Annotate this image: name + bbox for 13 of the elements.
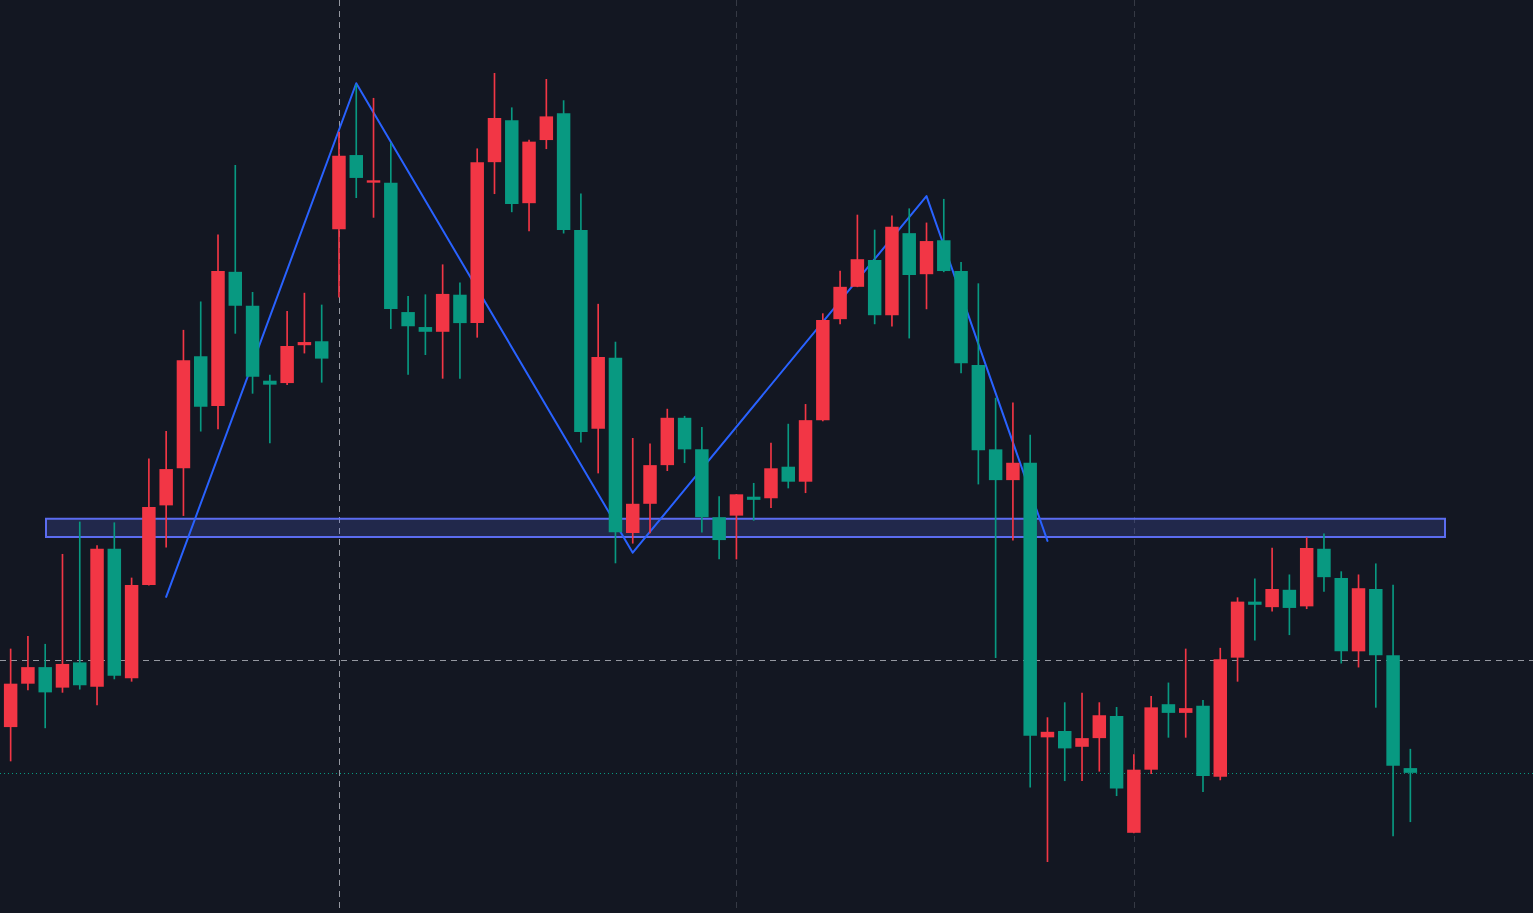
candlestick <box>781 423 795 489</box>
candlestick <box>263 374 277 444</box>
candlestick <box>1058 702 1072 782</box>
candlestick <box>1006 402 1020 541</box>
candlestick <box>746 482 761 521</box>
candlestick <box>1248 578 1262 641</box>
candlestick <box>228 164 243 334</box>
candlestick <box>1178 648 1193 738</box>
candlestick <box>349 84 363 198</box>
candlestick <box>73 521 87 690</box>
candlestick <box>401 295 415 375</box>
candlestick <box>1075 692 1089 782</box>
candlestick <box>314 304 329 383</box>
